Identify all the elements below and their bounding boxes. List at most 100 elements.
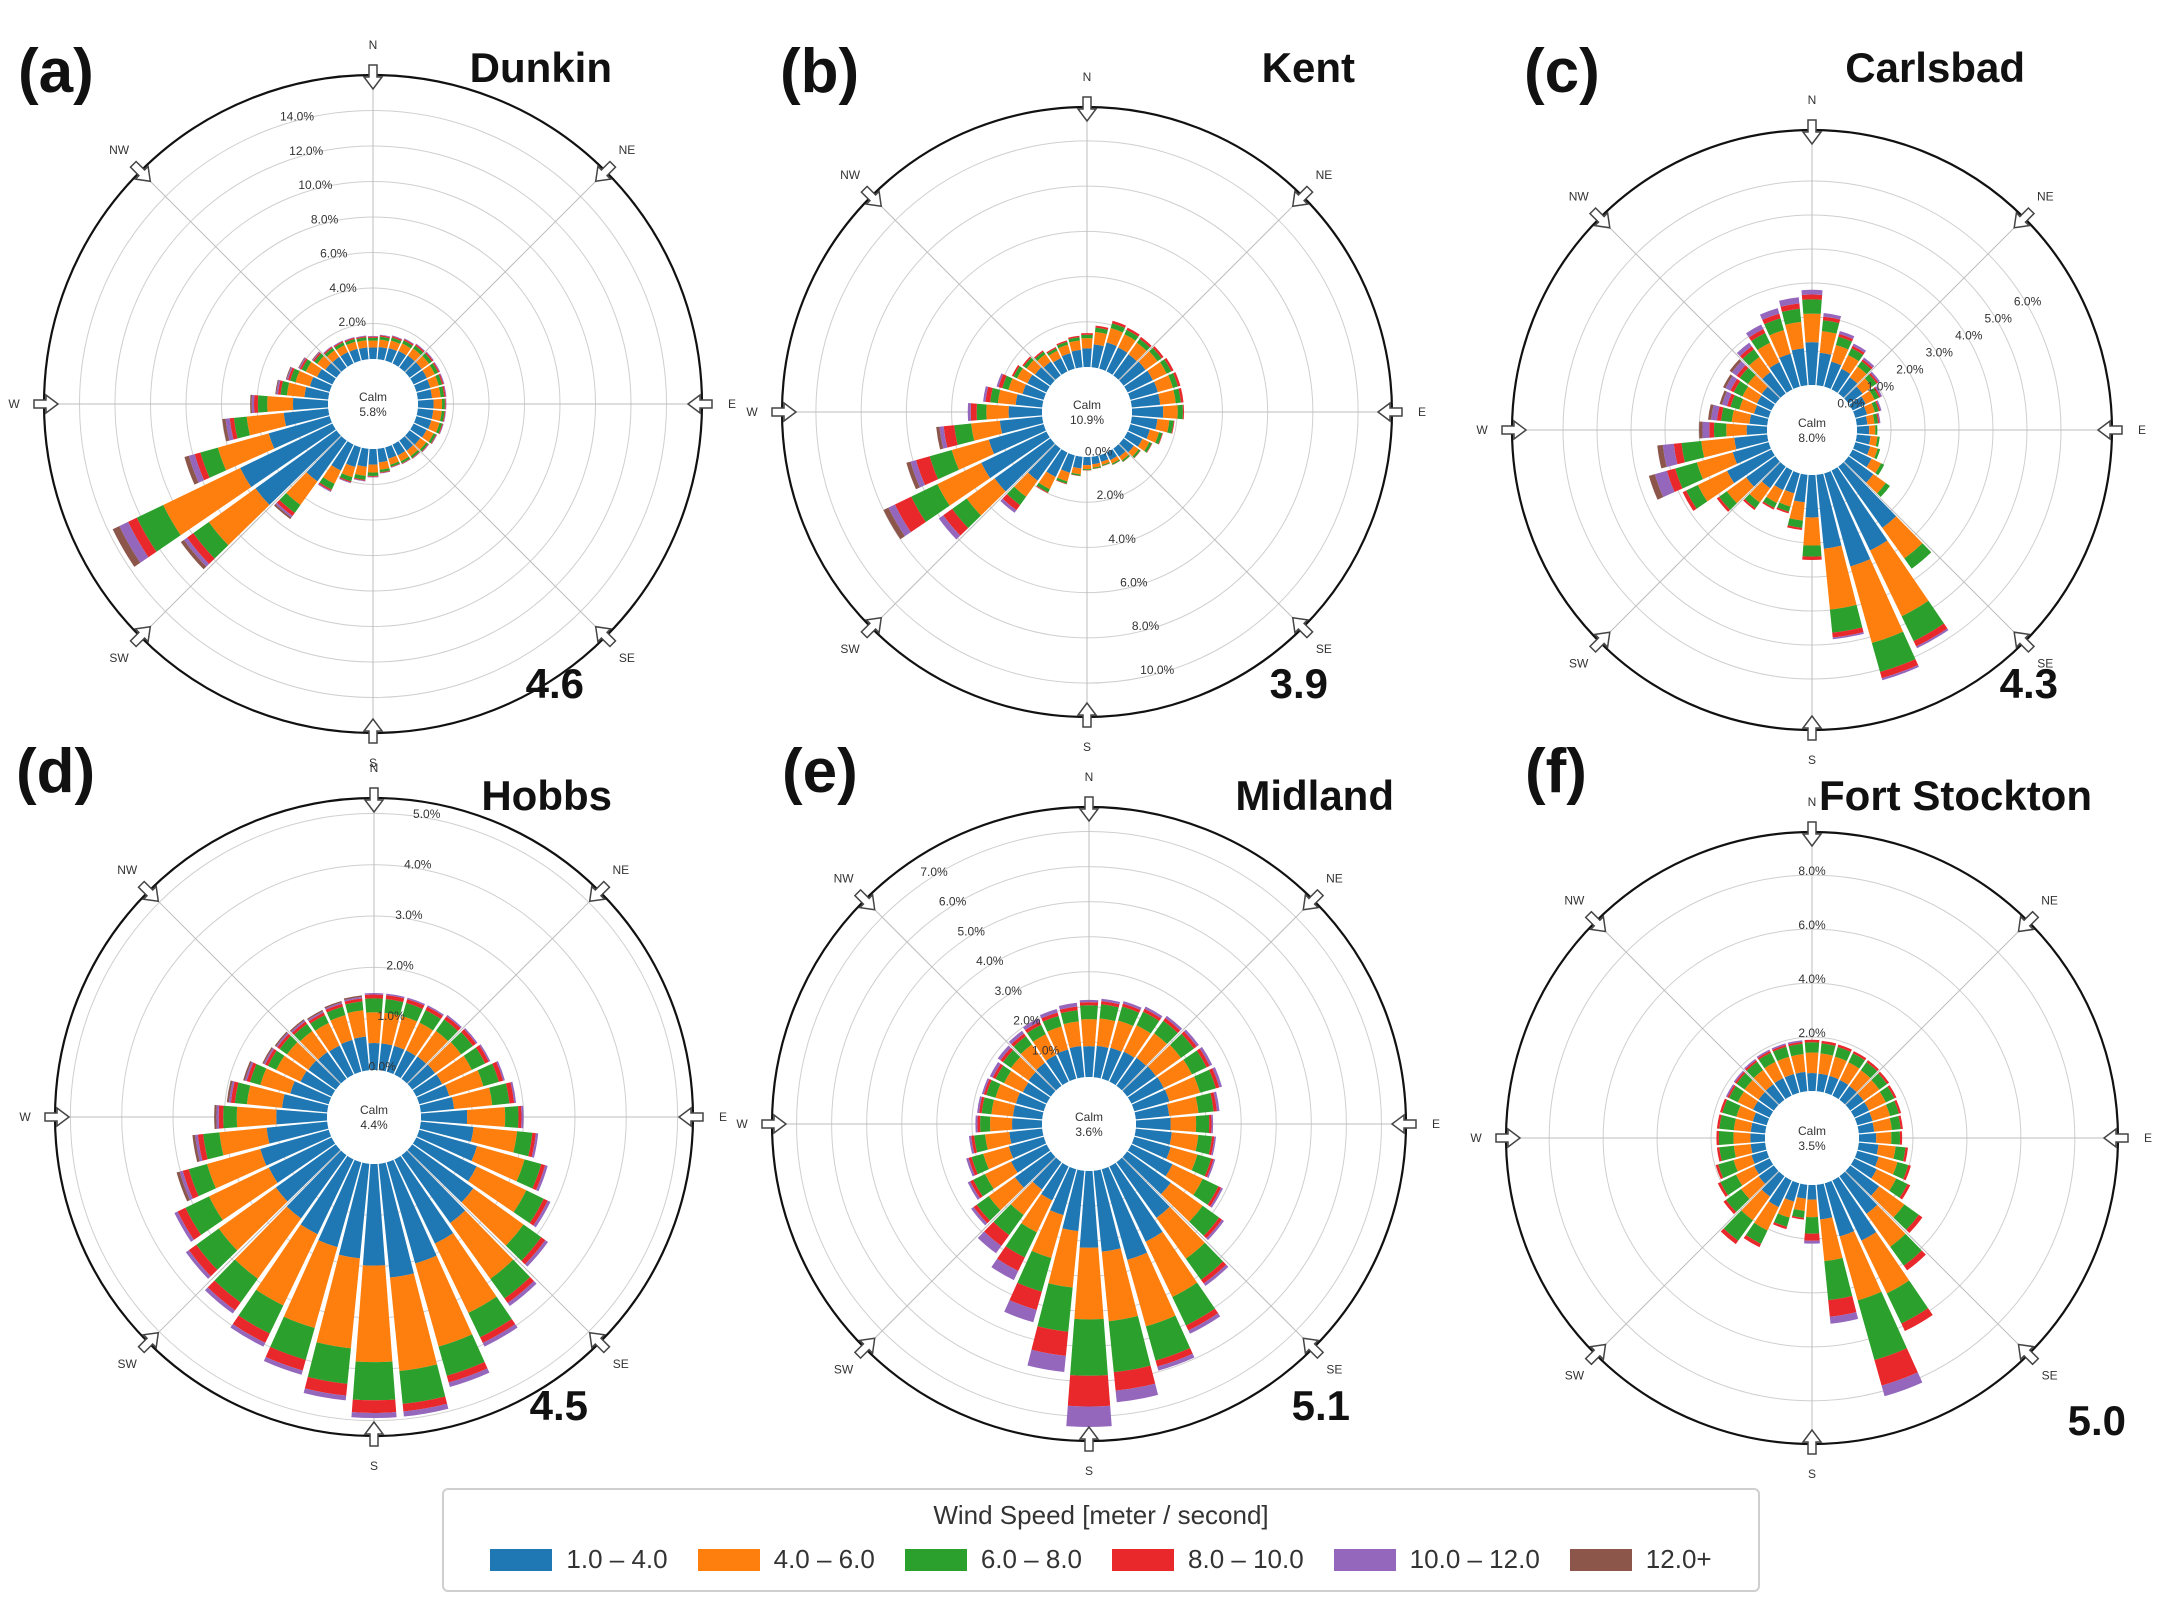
speed-segment (276, 1109, 328, 1125)
speed-segment (1736, 1105, 1756, 1122)
speed-segment (1758, 1052, 1776, 1069)
speed-segment (1146, 443, 1153, 453)
speed-segment (378, 460, 390, 470)
direction-arrow-icon (761, 1113, 788, 1135)
speed-segment (1027, 374, 1050, 393)
direction-arrow-icon (1291, 185, 1314, 208)
speed-segment (417, 1030, 449, 1064)
speed-segment (1713, 422, 1727, 438)
speed-segment (1047, 348, 1058, 356)
speed-segment (274, 1031, 288, 1047)
speed-segment (1754, 1158, 1774, 1175)
speed-segment (1744, 1058, 1757, 1070)
speed-segment (1095, 327, 1108, 334)
direction-arrow-icon (1588, 206, 1611, 229)
speed-segment (182, 1169, 199, 1199)
speed-segment (341, 1039, 362, 1075)
radial-tick-label: 4.0% (404, 858, 432, 872)
speed-segment (1053, 358, 1068, 375)
speed-segment (1793, 1197, 1806, 1211)
speed-segment (226, 1080, 233, 1103)
speed-segment (1110, 1020, 1134, 1052)
speed-segment (1824, 1180, 1855, 1237)
speed-segment (257, 395, 268, 413)
direction-bar (1725, 1084, 1774, 1118)
speed-segment (513, 1190, 544, 1224)
speed-segment (1788, 1041, 1803, 1047)
legend-label: 8.0 – 10.0 (1188, 1544, 1304, 1574)
direction-arrow-icon (860, 185, 883, 208)
radial-tick-label: 1.0% (1032, 1043, 1060, 1057)
speed-segment (291, 1021, 308, 1035)
direction-label: NE (1326, 872, 1343, 886)
speed-segment (1134, 450, 1141, 459)
direction-bar (1849, 386, 1883, 411)
radial-tick-label: 2.0% (386, 959, 414, 973)
speed-segment (471, 1126, 518, 1153)
speed-segment (1010, 1181, 1042, 1216)
speed-segment (1170, 1033, 1194, 1058)
direction-bar (1109, 1006, 1163, 1086)
speed-segment (308, 1012, 325, 1024)
speed-segment (1839, 1062, 1860, 1085)
speed-segment (384, 998, 404, 1016)
speed-segment (1081, 333, 1093, 335)
speed-segment (392, 441, 406, 456)
mean-speed: 4.5 (530, 1382, 588, 1429)
speed-segment (1852, 1051, 1867, 1061)
direction-label: W (1470, 1131, 1482, 1145)
speed-segment (1880, 659, 1919, 679)
speed-segment (428, 420, 440, 433)
speed-segment (1057, 469, 1070, 482)
speed-segment (318, 1051, 347, 1084)
direction-label: N (1083, 70, 1092, 84)
speed-segment (1787, 1040, 1803, 1045)
speed-segment (1719, 390, 1727, 405)
speed-segment (1061, 353, 1075, 371)
direction-bar (1109, 1162, 1221, 1334)
direction-bar (263, 1159, 362, 1375)
speed-segment (1784, 1180, 1800, 1202)
speed-segment (1060, 1010, 1079, 1025)
speed-segment (1193, 1178, 1219, 1205)
speed-segment (1716, 496, 1731, 512)
speed-segment (207, 1280, 241, 1311)
direction-label: NE (612, 863, 629, 877)
speed-segment (983, 1079, 992, 1096)
direction-bar (1855, 434, 1880, 447)
radial-tick-label: 4.0% (329, 281, 357, 295)
speed-segment (422, 444, 430, 453)
radial-tick-label: 2.0% (1798, 1026, 1826, 1040)
speed-segment (366, 1012, 382, 1044)
speed-segment (379, 335, 391, 339)
direction-bar (1106, 327, 1140, 375)
speed-segment (1719, 1115, 1736, 1131)
mean-speed: 3.9 (1270, 660, 1328, 707)
speed-segment (192, 1134, 200, 1163)
speed-segment (929, 450, 959, 480)
speed-segment (1111, 459, 1121, 465)
speed-segment (230, 1081, 239, 1104)
speed-segment (293, 1023, 313, 1042)
direction-bar (1717, 1158, 1774, 1197)
speed-segment (1079, 999, 1099, 1003)
speed-segment (1744, 494, 1760, 509)
speed-segment (246, 1062, 257, 1083)
speed-segment (195, 1134, 203, 1162)
speed-segment (249, 1063, 267, 1086)
speed-segment (1802, 545, 1822, 557)
speed-segment (263, 1048, 275, 1065)
speed-segment (1024, 1021, 1042, 1034)
speed-segment (536, 1165, 548, 1192)
speed-segment (1071, 349, 1083, 369)
speed-segment (1731, 410, 1752, 424)
speed-segment (1127, 1144, 1173, 1177)
speed-segment (246, 412, 287, 436)
speed-segment (516, 1159, 542, 1189)
speed-segment (1889, 1178, 1908, 1198)
speed-segment (326, 1006, 346, 1021)
speed-segment (1068, 335, 1080, 340)
speed-segment (400, 456, 411, 464)
speed-segment (399, 436, 414, 451)
speed-segment (915, 456, 939, 486)
